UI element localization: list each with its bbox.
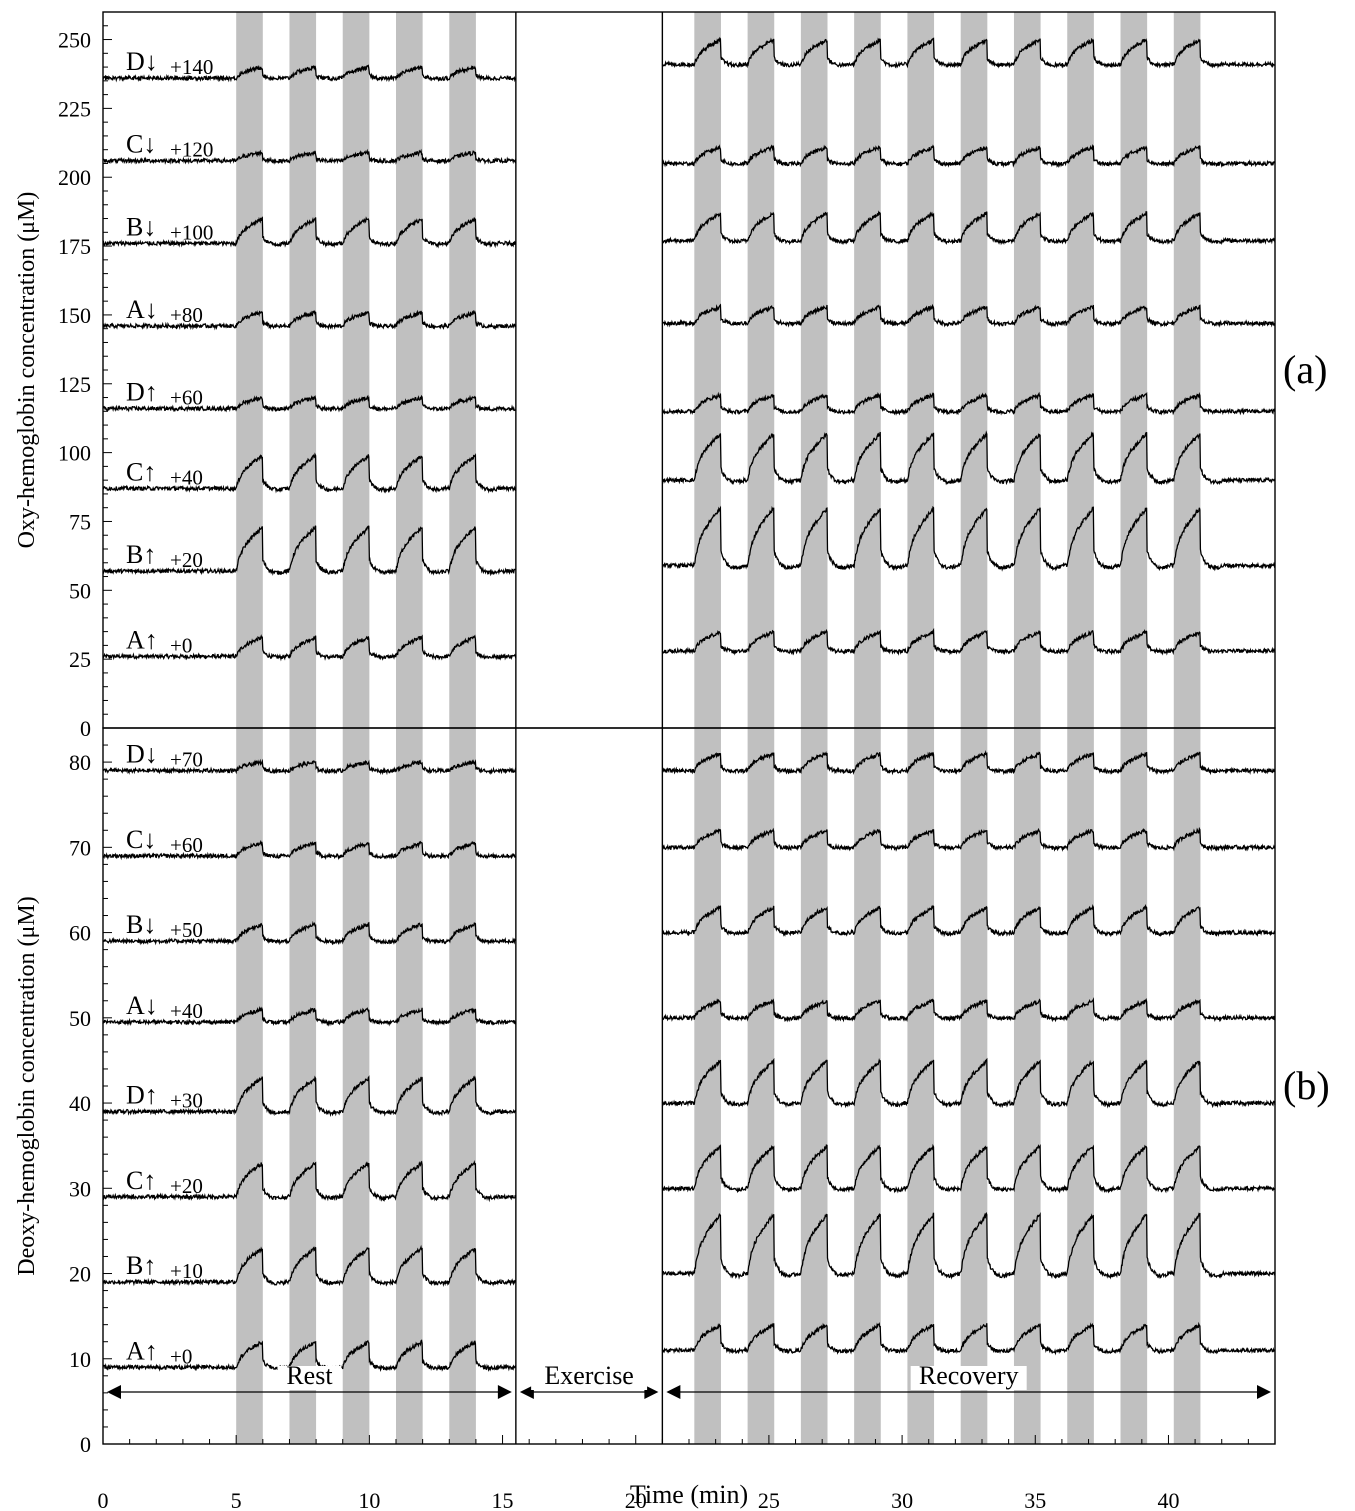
stimulus-band	[801, 12, 828, 728]
series-offset-label: +40	[170, 999, 203, 1023]
y-tick-label: 70	[69, 835, 91, 860]
x-tick-label: 35	[1024, 1488, 1046, 1511]
series-offset-label: +70	[170, 748, 203, 772]
x-tick-label: 40	[1157, 1488, 1179, 1511]
y-axis-label: Oxy-hemoglobin concentration (μM)	[14, 192, 40, 549]
y-tick-label: 0	[80, 1432, 91, 1457]
series-name-label: A↓	[126, 991, 158, 1020]
x-tick-label: 30	[891, 1488, 913, 1511]
stimulus-band	[343, 12, 370, 728]
stimulus-band	[396, 12, 423, 728]
stimulus-band	[748, 12, 775, 728]
y-tick-label: 175	[58, 234, 91, 259]
x-tick-label: 5	[231, 1488, 242, 1511]
phase-arrow-left-head	[666, 1385, 680, 1399]
series-name-label: D↑	[126, 1081, 158, 1110]
series-offset-label: +0	[170, 1344, 192, 1368]
y-tick-label: 0	[80, 716, 91, 741]
plot-frame	[103, 728, 1275, 1444]
series-offset-label: +140	[170, 55, 213, 79]
y-tick-label: 80	[69, 750, 91, 775]
y-tick-label: 40	[69, 1091, 91, 1116]
series-offset-label: +120	[170, 138, 213, 162]
series-offset-label: +50	[170, 918, 203, 942]
stimulus-band	[907, 12, 934, 728]
series-name-label: B↓	[126, 910, 156, 939]
stimulus-band	[236, 12, 263, 728]
stimulus-band	[1174, 728, 1201, 1444]
y-tick-label: 200	[58, 165, 91, 190]
y-tick-label: 30	[69, 1176, 91, 1201]
phase-label: Recovery	[919, 1361, 1019, 1390]
stimulus-band	[289, 12, 316, 728]
stimulus-band	[961, 12, 988, 728]
stimulus-band	[1174, 12, 1201, 728]
series-name-label: D↓	[126, 47, 158, 76]
series-name-label: C↑	[126, 1166, 156, 1195]
stimulus-band	[236, 728, 263, 1444]
series-offset-label: +100	[170, 220, 213, 244]
y-tick-label: 10	[69, 1347, 91, 1372]
y-tick-label: 250	[58, 28, 91, 53]
y-tick-label: 50	[69, 578, 91, 603]
series-offset-label: +20	[170, 1174, 203, 1198]
x-tick-label: 0	[98, 1488, 109, 1511]
x-tick-label: 25	[758, 1488, 780, 1511]
plot-frame-layer	[103, 12, 1275, 1444]
x-tick-label: 10	[358, 1488, 380, 1511]
series-name-label: A↓	[126, 295, 158, 324]
y-tick-label: 125	[58, 372, 91, 397]
y-tick-label: 150	[58, 303, 91, 328]
y-tick-label: 225	[58, 96, 91, 121]
y-tick-label: 25	[69, 647, 91, 672]
series-name-label: A↑	[126, 625, 158, 654]
panel-label: (b)	[1283, 1063, 1330, 1108]
panel-label: (a)	[1283, 347, 1327, 392]
series-name-label: D↓	[126, 740, 158, 769]
y-tick-label: 20	[69, 1262, 91, 1287]
stimulus-band	[1067, 12, 1094, 728]
stimulus-band	[1014, 12, 1041, 728]
series-name-label: B↑	[126, 540, 156, 569]
x-tick-label: 15	[492, 1488, 514, 1511]
series-name-label: B↑	[126, 1251, 156, 1280]
stimulus-band	[694, 12, 721, 728]
series-offset-label: +0	[170, 633, 192, 657]
phase-arrow-right-head	[1257, 1385, 1271, 1399]
stimulus-band	[854, 12, 881, 728]
y-tick-label: 75	[69, 509, 91, 534]
phase-label: Exercise	[544, 1361, 634, 1390]
series-name-label: B↓	[126, 212, 156, 241]
stimulus-band	[449, 12, 476, 728]
y-tick-label: 60	[69, 921, 91, 946]
y-tick-label: 100	[58, 441, 91, 466]
series-name-label: C↑	[126, 457, 156, 486]
series-layer	[103, 38, 1275, 1370]
series-offset-label: +10	[170, 1259, 203, 1283]
phase-arrow-left-head	[107, 1385, 121, 1399]
phase-arrow-right-head	[498, 1385, 512, 1399]
phase-label: Rest	[286, 1361, 333, 1390]
x-axis-label: Time (min)	[630, 1480, 748, 1509]
series-offset-label: +40	[170, 465, 203, 489]
series-offset-label: +60	[170, 833, 203, 857]
y-axis-label: Deoxy-hemoglobin concentration (μM)	[14, 896, 40, 1275]
plot-frame	[103, 12, 1275, 728]
series-name-label: D↑	[126, 378, 158, 407]
series-offset-label: +30	[170, 1089, 203, 1113]
stimulus-band	[396, 728, 423, 1444]
series-name-label: A↑	[126, 1336, 158, 1365]
series-offset-label: +80	[170, 303, 203, 327]
series-name-label: C↓	[126, 130, 156, 159]
series-name-label: C↓	[126, 825, 156, 854]
series-offset-label: +60	[170, 386, 203, 410]
stimulus-band	[1121, 12, 1148, 728]
y-tick-label: 50	[69, 1006, 91, 1031]
series-offset-label: +20	[170, 548, 203, 572]
